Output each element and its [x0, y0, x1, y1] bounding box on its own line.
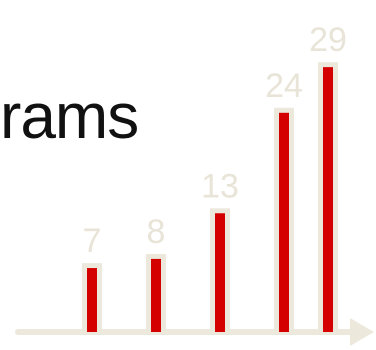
bar — [87, 268, 97, 332]
bars-layer — [82, 62, 338, 333]
bar — [323, 67, 333, 332]
data-label: 8 — [147, 213, 166, 251]
x-axis-arrow — [350, 318, 374, 346]
data-label: 7 — [83, 222, 102, 260]
data-label: 29 — [309, 21, 347, 59]
bar — [151, 258, 161, 332]
bar — [279, 112, 289, 332]
bar — [215, 213, 225, 332]
chart-title-fragment: rams — [0, 80, 139, 152]
data-label: 13 — [201, 167, 239, 205]
axis-layer — [15, 318, 374, 346]
data-label: 24 — [265, 67, 303, 105]
